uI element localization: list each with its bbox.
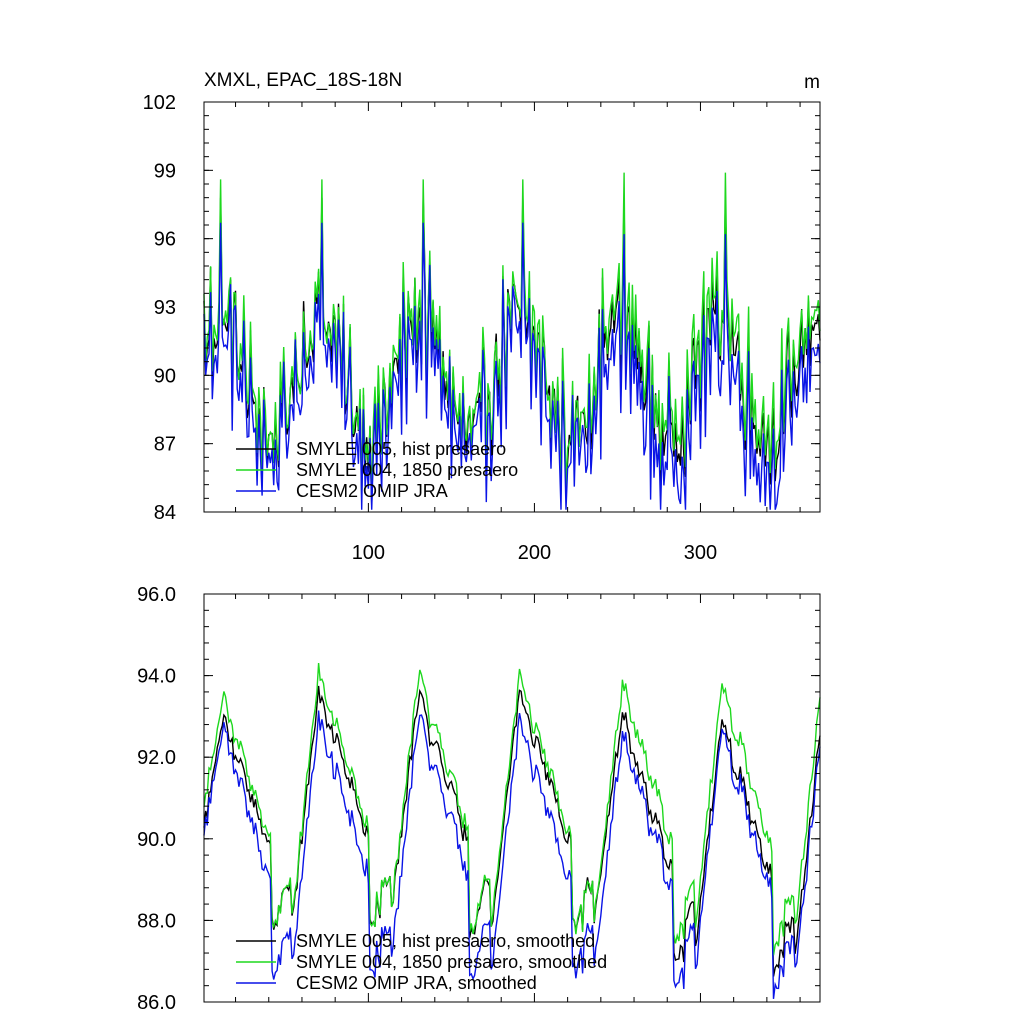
legend-entry: CESM2 OMIP JRA, smoothed [296, 973, 537, 993]
top-axes: 84 87 90 93 96 99 102 100 200 300 [143, 92, 821, 564]
x-tick-label: 300 [684, 542, 717, 564]
series-line [203, 685, 821, 977]
units-label: m [804, 72, 820, 93]
y-tick-label: 96.0 [137, 584, 176, 606]
y-tick-label: 102 [143, 92, 176, 114]
x-tick-label: 200 [518, 542, 551, 564]
y-tick-label: 93 [154, 297, 176, 319]
plot-frame [203, 593, 821, 1003]
bottom-legend: SMYLE 005, hist presaero, smoothedSMYLE … [236, 931, 607, 993]
panel-top: XMXL, EPAC_18S-18N m 84 87 90 93 96 99 102 100 2… [143, 70, 821, 564]
top-series-group [203, 172, 821, 510]
y-tick-label: 87 [154, 434, 176, 456]
legend-entry: CESM2 OMIP JRA [296, 481, 448, 501]
series-line [203, 710, 821, 999]
x-tick-label: 100 [352, 542, 385, 564]
y-tick-label: 96 [154, 229, 176, 251]
y-tick-label: 99 [154, 160, 176, 182]
y-tick-label: 90.0 [137, 829, 176, 851]
bottom-axes: 86.0 88.0 90.0 92.0 94.0 96.0 [137, 584, 821, 1014]
chart-title: XMXL, EPAC_18S-18N [204, 70, 402, 91]
legend-entry: SMYLE 005, hist presaero, smoothed [296, 931, 595, 951]
legend-entry: SMYLE 004, 1850 presaero [296, 460, 518, 480]
legend-entry: SMYLE 005, hist presaero [296, 439, 506, 459]
panel-bottom: 86.0 88.0 90.0 92.0 94.0 96.0 SMYLE 005, hist… [137, 584, 821, 1014]
bottom-series-group [203, 663, 821, 999]
series-line [203, 222, 821, 510]
y-tick-label: 88.0 [137, 910, 176, 932]
y-tick-label: 90 [154, 365, 176, 387]
y-tick-label: 84 [154, 502, 176, 524]
y-tick-label: 92.0 [137, 747, 176, 769]
legend-entry: SMYLE 004, 1850 presaero, smoothed [296, 952, 607, 972]
y-tick-label: 86.0 [137, 992, 176, 1014]
series-line [203, 663, 821, 956]
y-tick-label: 94.0 [137, 666, 176, 688]
